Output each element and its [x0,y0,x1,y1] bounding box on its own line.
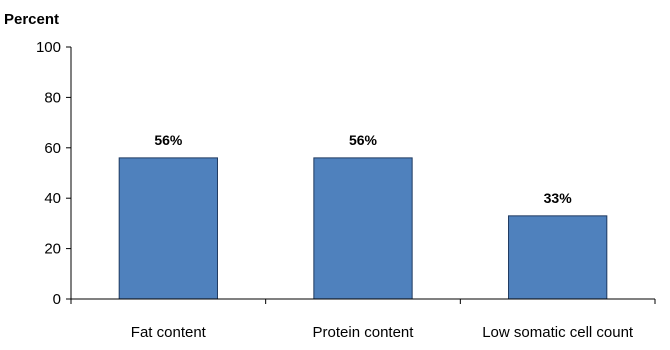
y-tick-label: 0 [53,291,61,308]
bar-data-label: 56% [349,132,378,148]
x-category-label: Protein content [313,324,415,341]
x-category-label: Low somatic cell count [482,324,634,341]
y-tick-label: 20 [44,241,61,258]
bar [508,215,608,300]
y-axis: 0 20 40 60 80 100 [36,39,72,308]
bar [118,157,218,300]
bar-data-label: 56% [154,132,183,148]
y-tick-label: 80 [44,89,61,106]
bar-data-label: 33% [544,190,573,206]
x-axis: Fat content Protein content Low somatic ce… [70,298,656,341]
x-category-label: Fat content [131,324,207,341]
y-tick-label: 60 [44,140,61,157]
bar [313,157,413,300]
y-axis-label: Percent [4,11,59,28]
y-tick-label: 40 [44,190,61,207]
y-tick-label: 100 [36,39,61,56]
bars: 56% 56% 33% [118,132,608,300]
